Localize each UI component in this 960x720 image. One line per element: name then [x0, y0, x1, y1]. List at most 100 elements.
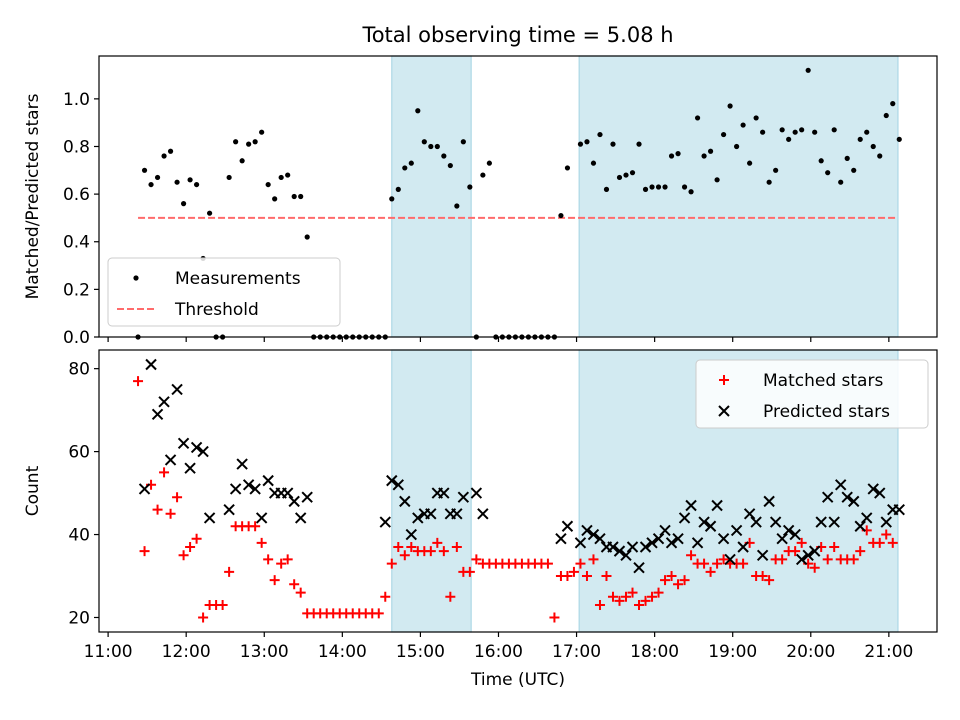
legend-marker-measurements — [133, 275, 139, 281]
data-point-predicted — [633, 562, 645, 574]
data-point-matched — [796, 537, 807, 548]
data-point — [564, 165, 571, 171]
data-point-matched — [386, 558, 397, 569]
x-tick-label: 16:00 — [474, 642, 523, 662]
data-point-predicted — [399, 495, 411, 508]
data-point-predicted — [795, 553, 808, 566]
data-point-matched — [542, 558, 553, 569]
data-point-predicted — [229, 483, 242, 495]
data-point — [838, 179, 844, 185]
data-point-predicted — [164, 454, 177, 466]
data-point — [610, 141, 616, 147]
data-point — [180, 201, 187, 207]
data-point — [747, 160, 753, 166]
data-point — [786, 136, 792, 142]
data-point — [167, 148, 174, 154]
data-point — [584, 139, 590, 145]
data-point-matched — [172, 492, 183, 503]
data-point — [636, 141, 642, 147]
x-tick-label: 21:00 — [864, 642, 913, 662]
data-point — [812, 129, 818, 135]
data-point-predicted — [203, 512, 216, 524]
shaded-interval — [391, 55, 472, 338]
data-point-matched — [829, 541, 840, 552]
data-point-predicted — [808, 545, 821, 557]
data-point — [701, 153, 707, 159]
data-point-matched — [809, 562, 820, 573]
data-point — [857, 136, 863, 142]
data-point-predicted — [639, 541, 652, 553]
data-point-matched — [198, 612, 209, 623]
data-point-matched — [718, 554, 729, 565]
data-point-predicted — [555, 532, 567, 545]
data-point-predicted — [425, 508, 437, 520]
data-point — [441, 153, 447, 159]
shaded-interval — [391, 349, 472, 633]
data-point — [779, 127, 785, 133]
data-point-predicted — [574, 537, 587, 549]
data-point-predicted — [405, 528, 418, 541]
data-point — [434, 143, 440, 150]
x-tick-label: 19:00 — [708, 642, 757, 662]
y-tick-label: 0.4 — [63, 233, 90, 253]
data-point — [688, 189, 694, 195]
data-point — [864, 129, 870, 135]
data-point — [278, 174, 284, 181]
x-tick-label: 14:00 — [318, 642, 367, 662]
data-point-matched — [393, 541, 404, 552]
data-point — [896, 136, 902, 142]
data-point-predicted — [190, 441, 203, 454]
data-point-matched — [686, 550, 697, 561]
data-point-predicted — [861, 512, 873, 524]
data-point — [395, 186, 401, 192]
data-point — [734, 143, 740, 150]
data-point-matched — [601, 571, 612, 582]
data-point — [272, 196, 278, 202]
data-point-predicted — [477, 508, 489, 520]
data-point-predicted — [620, 549, 632, 561]
data-point-predicted — [262, 474, 274, 487]
data-point — [415, 108, 421, 114]
x-tick-label: 12:00 — [162, 642, 211, 662]
data-point-matched — [757, 571, 768, 582]
data-point — [799, 127, 805, 133]
x-tick-label: 15:00 — [396, 642, 445, 662]
data-point-matched — [451, 541, 462, 552]
data-point-predicted — [782, 524, 795, 537]
legend: Matched stars Predicted stars — [695, 359, 929, 429]
y-tick-label: 40 — [68, 526, 90, 546]
data-point — [460, 139, 466, 145]
data-point-matched — [185, 541, 196, 552]
data-point-matched — [575, 558, 586, 569]
y-tick-label: 0.8 — [63, 137, 90, 157]
data-point — [298, 193, 304, 200]
data-point-predicted — [158, 396, 170, 408]
data-point-predicted — [249, 483, 261, 495]
data-point-predicted — [184, 462, 196, 474]
data-point — [720, 131, 727, 138]
data-point-predicted — [151, 408, 164, 420]
data-point-predicted — [659, 524, 671, 537]
data-point-matched — [705, 566, 716, 577]
data-point — [844, 155, 850, 161]
data-point — [577, 141, 584, 147]
data-point-predicted — [457, 491, 470, 503]
data-point-predicted — [242, 479, 255, 491]
data-point-matched — [666, 571, 677, 582]
data-point-predicted — [607, 541, 619, 553]
data-point — [760, 129, 766, 135]
data-point — [890, 101, 896, 107]
data-point-predicted — [763, 495, 775, 508]
data-point-matched — [152, 504, 163, 515]
data-point-predicted — [874, 487, 886, 499]
x-tick-label: 18:00 — [630, 642, 679, 662]
data-point — [389, 196, 395, 202]
data-point — [590, 160, 597, 166]
data-point — [825, 170, 831, 176]
data-point-matched — [464, 566, 475, 577]
data-point-predicted — [288, 495, 300, 508]
data-point-matched — [425, 546, 436, 557]
data-point-predicted — [197, 445, 209, 458]
legend-box — [107, 257, 341, 327]
data-point — [421, 139, 427, 145]
